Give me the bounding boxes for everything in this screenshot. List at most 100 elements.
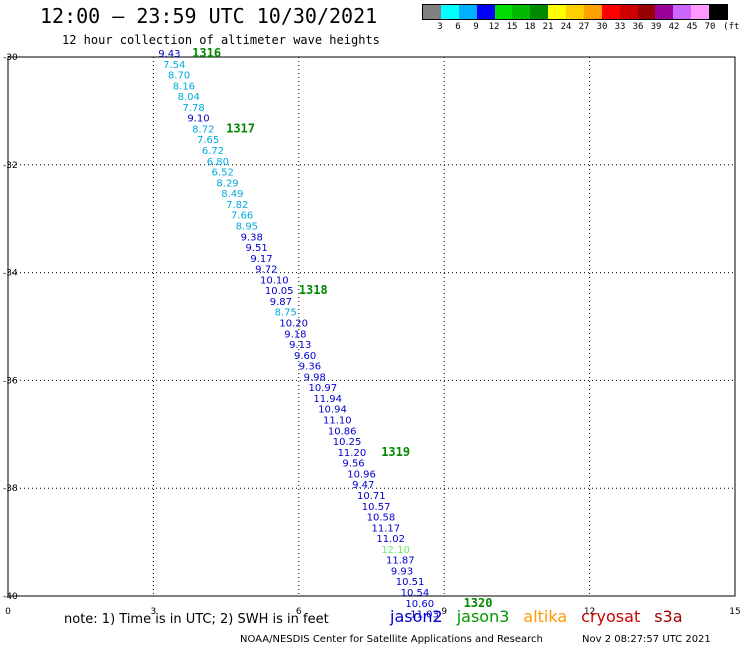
- y-tick-label: -32: [3, 161, 18, 171]
- legend-label: 12: [488, 22, 500, 32]
- legend-swatch: [566, 5, 584, 19]
- y-tick-label: -40: [3, 592, 18, 602]
- x-tick-label: 6: [296, 607, 302, 617]
- satellite-s3a: s3a: [654, 607, 683, 626]
- wave-height-label: 10.05: [265, 286, 294, 297]
- wave-height-label: 7.54: [163, 60, 185, 71]
- legend-swatch: [476, 5, 495, 19]
- wave-height-label: 8.72: [192, 124, 214, 135]
- x-tick-label: 15: [729, 607, 740, 617]
- wave-height-label: 9.18: [284, 329, 306, 340]
- legend-swatch: [440, 5, 459, 19]
- legend-swatch: [619, 5, 638, 19]
- y-tick-label: -34: [3, 269, 18, 279]
- wave-height-label: 11.17: [372, 523, 401, 534]
- wave-height-label: 10.58: [367, 513, 396, 524]
- wave-height-label: 10.57: [362, 502, 391, 513]
- wave-height-label: 9.93: [391, 566, 413, 577]
- wave-height-label: 9.51: [245, 243, 267, 254]
- orbit-number-label: 1316: [192, 46, 221, 60]
- orbit-number-label: 1317: [226, 121, 255, 135]
- legend-label: 33: [614, 22, 626, 32]
- credit-timestamp: Nov 2 08:27:57 UTC 2021: [582, 634, 711, 645]
- wave-height-labels: 9.437.548.708.168.047.789.108.727.656.72…: [158, 49, 439, 621]
- legend-swatch: [583, 5, 602, 19]
- wave-height-label: 7.66: [231, 211, 253, 222]
- wave-height-label: 11.87: [386, 556, 415, 567]
- legend-swatch: [494, 5, 513, 19]
- wave-height-label: 9.10: [187, 114, 209, 125]
- legend-swatch: [601, 5, 620, 19]
- wave-height-label: 12.10: [381, 545, 410, 556]
- legend-label: 30: [596, 22, 608, 32]
- legend-label: 36: [632, 22, 644, 32]
- wave-height-label: 10.25: [333, 437, 362, 448]
- wave-height-label: 10.71: [357, 491, 386, 502]
- orbit-labels: 1316 1317 1318 1319 1320: [192, 46, 492, 610]
- plot-frame: [7, 56, 736, 597]
- wave-height-label: 6.72: [202, 146, 224, 157]
- legend-label: 9: [473, 22, 479, 32]
- legend-swatch: [709, 5, 727, 19]
- orbit-number-label: 1319: [381, 445, 410, 459]
- wave-height-label: 8.16: [173, 81, 195, 92]
- wave-height-label: 9.38: [241, 232, 263, 243]
- orbit-number-label: 1318: [299, 283, 328, 297]
- legend-swatch: [673, 5, 692, 19]
- satellite-altika: altika: [523, 607, 568, 626]
- wave-height-label: 11.94: [313, 394, 342, 405]
- wave-height-label: 9.98: [304, 372, 326, 383]
- wave-height-label: 10.54: [401, 588, 430, 599]
- wave-height-label: 9.56: [342, 459, 364, 470]
- legend-swatch: [423, 5, 441, 19]
- legend-swatch: [458, 5, 477, 19]
- legend-swatch: [530, 5, 549, 19]
- wave-height-label: 10.51: [396, 577, 425, 588]
- plot-border: [7, 56, 736, 597]
- wave-height-label: 6.80: [207, 157, 229, 168]
- wave-height-label: 7.82: [226, 200, 248, 211]
- legend-label: 3: [437, 22, 443, 32]
- wave-height-label: 8.75: [275, 308, 297, 319]
- x-tick-label: 0: [5, 607, 11, 617]
- page-subtitle: 12 hour collection of altimeter wave hei…: [62, 33, 380, 47]
- wave-height-label: 11.10: [323, 416, 352, 427]
- legend-swatch: [512, 5, 531, 19]
- wave-height-label: 9.43: [158, 49, 180, 60]
- legend-label: 15: [506, 22, 518, 32]
- orbit-number-label: 1320: [464, 596, 493, 610]
- wave-height-label: 8.49: [221, 189, 243, 200]
- wave-height-label: 9.36: [299, 362, 321, 373]
- legend-label: 27: [578, 22, 590, 32]
- credit-text: NOAA/NESDIS Center for Satellite Applica…: [240, 634, 543, 645]
- wave-height-label: 7.78: [182, 103, 204, 114]
- wave-height-label: 10.20: [279, 319, 308, 330]
- legend-swatch: [637, 5, 656, 19]
- wave-height-label: 9.60: [294, 351, 316, 362]
- wave-height-label: 10.10: [260, 275, 289, 286]
- legend-label: 18: [524, 22, 536, 32]
- y-tick-label: -30: [3, 53, 18, 63]
- wave-height-label: 11.02: [376, 534, 405, 545]
- satellite-legend: jason2 jason3 altika cryosat s3a: [390, 607, 697, 626]
- wave-height-label: 10.97: [308, 383, 337, 394]
- legend-color-bar: [422, 4, 728, 20]
- legend-swatch: [655, 5, 674, 19]
- legend-label: 24: [560, 22, 572, 32]
- wave-height-label: 10.94: [318, 405, 347, 416]
- wave-height-label: 8.95: [236, 221, 258, 232]
- wave-height-label: 9.47: [352, 480, 374, 491]
- wave-height-label: 9.87: [270, 297, 292, 308]
- wave-height-label: 6.52: [212, 168, 234, 179]
- wave-height-label: 9.13: [289, 340, 311, 351]
- wave-height-label: 11.03: [410, 610, 439, 621]
- x-tick-label: 12: [584, 607, 595, 617]
- wave-height-label: 7.65: [197, 135, 219, 146]
- legend-label: 70: [704, 22, 716, 32]
- legend-label: 6: [455, 22, 461, 32]
- x-tick-label: 3: [151, 607, 157, 617]
- legend-label: 21: [542, 22, 554, 32]
- wave-height-label: 10.60: [405, 599, 434, 610]
